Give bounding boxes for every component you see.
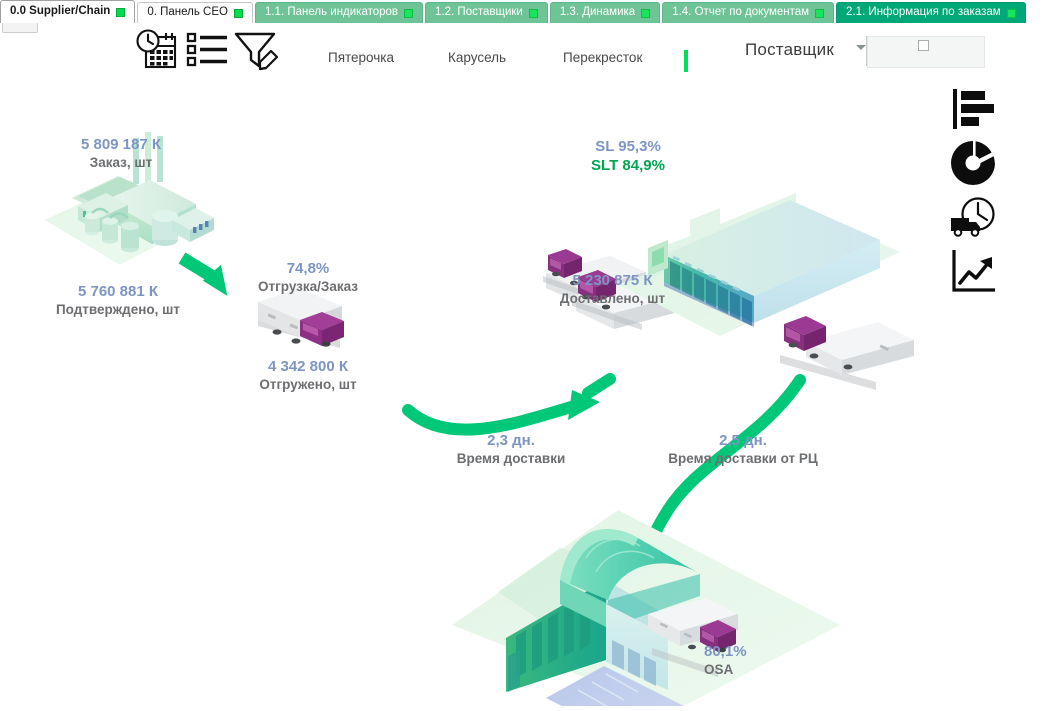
kpi-confirmed-value: 5 760 881 К (77, 283, 159, 300)
status-dot-icon (815, 8, 825, 18)
warehouse-illustration (620, 193, 900, 336)
kpi-delivery-time-dc-value: 2,5 дн. (719, 432, 767, 449)
status-dot-icon (528, 8, 538, 18)
tab-label: 1.4. Отчет по документам (672, 6, 810, 19)
kpi-ship-ratio: 74,8% Отгрузка/Заказ (228, 260, 388, 296)
tab-orders-info[interactable]: 2.1. Информация по заказам (836, 2, 1026, 23)
kpi-delivered: 5 230 875 К Доставлено, шт (515, 272, 710, 308)
arrow-factory-to-truck (178, 252, 228, 296)
shipping-truck-illustration (258, 288, 344, 348)
kpi-sl-value: SL 95,3% (595, 138, 661, 155)
kpi-confirmed-caption: Подтверждено, шт (55, 301, 181, 317)
kpi-shipped-caption: Отгружено, шт (259, 376, 357, 392)
kpi-delivered-caption: Доставлено, шт (559, 290, 666, 306)
trend-line-icon[interactable] (947, 246, 999, 298)
brand-selection-indicator (684, 50, 688, 72)
tab-overflow-stub[interactable] (2, 23, 38, 33)
tab-label: 0.0 Supplier/Chain (10, 5, 111, 18)
supplier-label: Поставщик (745, 40, 834, 59)
status-dot-icon (641, 8, 651, 18)
brand-filter-karusel[interactable]: Карусель (448, 50, 507, 65)
kpi-ship-ratio-value: 74,8% (286, 260, 330, 277)
kpi-delivered-value: 5 230 875 К (572, 272, 653, 289)
brand-filter-row: Пятерочка Карусель Перекресток (300, 50, 720, 72)
supply-chain-diagram (0, 80, 1053, 711)
kpi-order-caption: Заказ, шт (89, 154, 153, 170)
factory-illustration (45, 132, 214, 265)
store-truck (648, 598, 738, 677)
kpi-slt-value: SLT 84,9% (591, 156, 665, 174)
supplier-divider (866, 36, 867, 66)
supplier-checkbox[interactable] (918, 40, 929, 51)
kpi-delivery-time-dc: 2,5 дн. Время доставки от РЦ (658, 432, 828, 468)
kpi-ship-ratio-caption: Отгрузка/Заказ (258, 278, 358, 294)
brand-filter-perekrestok[interactable]: Перекресток (563, 50, 643, 65)
brand-filter-pyaterochka[interactable]: Пятерочка (328, 50, 395, 65)
kpi-order: 5 809 187 К Заказ, шт (28, 136, 214, 172)
tab-label: 1.1. Панель индикаторов (264, 6, 399, 19)
kpi-shipped-value: 4 342 800 К (267, 358, 349, 375)
chart-tool-rail (947, 84, 1003, 300)
kpi-osa: 80,1% OSA (704, 643, 824, 679)
kpi-delivery-time-dc-caption: Время доставки от РЦ (668, 450, 818, 466)
chevron-down-icon[interactable] (856, 45, 866, 50)
kpi-delivery-time: 2,3 дн. Время доставки (432, 432, 590, 468)
status-dot-icon (233, 8, 243, 18)
kpi-delivery-time-value: 2,3 дн. (487, 432, 535, 449)
store-illustration (452, 510, 840, 711)
bar-chart-icon[interactable] (947, 84, 999, 136)
kpi-service-level: SL 95,3% SLT 84,9% (548, 138, 708, 176)
warehouse-outbound-truck (780, 316, 914, 390)
tab-label: 2.1. Информация по заказам (846, 6, 1001, 19)
filter-edit-icon[interactable] (233, 28, 283, 79)
kpi-shipped: 4 342 800 К Отгружено, шт (228, 358, 388, 394)
status-dot-icon (404, 8, 414, 18)
list-icon[interactable] (186, 30, 230, 75)
kpi-osa-caption: OSA (704, 661, 734, 677)
tab-bar: 0.0 Supplier/Chain 0. Панель СЕО 1.1. Па… (0, 0, 1053, 23)
tab-label: 1.2. Поставщики (435, 6, 523, 19)
kpi-osa-value: 80,1% (704, 643, 747, 660)
tab-supplier-chain[interactable]: 0.0 Supplier/Chain (0, 0, 136, 23)
delivery-time-icon[interactable] (947, 192, 999, 244)
kpi-confirmed: 5 760 881 К Подтверждено, шт (18, 283, 218, 319)
arrow-truck-to-warehouse (402, 373, 616, 436)
calendar-clock-icon[interactable] (134, 28, 182, 77)
tab-ceo-panel[interactable]: 0. Панель СЕО (137, 2, 253, 23)
tab-dynamics[interactable]: 1.3. Динамика (549, 2, 661, 23)
status-dot-icon (1006, 8, 1016, 18)
kpi-order-value: 5 809 187 К (80, 136, 162, 153)
donut-chart-icon[interactable] (947, 138, 999, 190)
status-dot-icon (116, 7, 126, 17)
tab-label: 0. Панель СЕО (147, 6, 228, 19)
tab-suppliers[interactable]: 1.2. Поставщики (425, 2, 548, 23)
tab-indicators[interactable]: 1.1. Панель индикаторов (254, 2, 424, 23)
tab-label: 1.3. Динамика (559, 6, 636, 19)
tab-doc-report[interactable]: 1.4. Отчет по документам (662, 2, 835, 23)
kpi-delivery-time-caption: Время доставки (456, 450, 566, 466)
